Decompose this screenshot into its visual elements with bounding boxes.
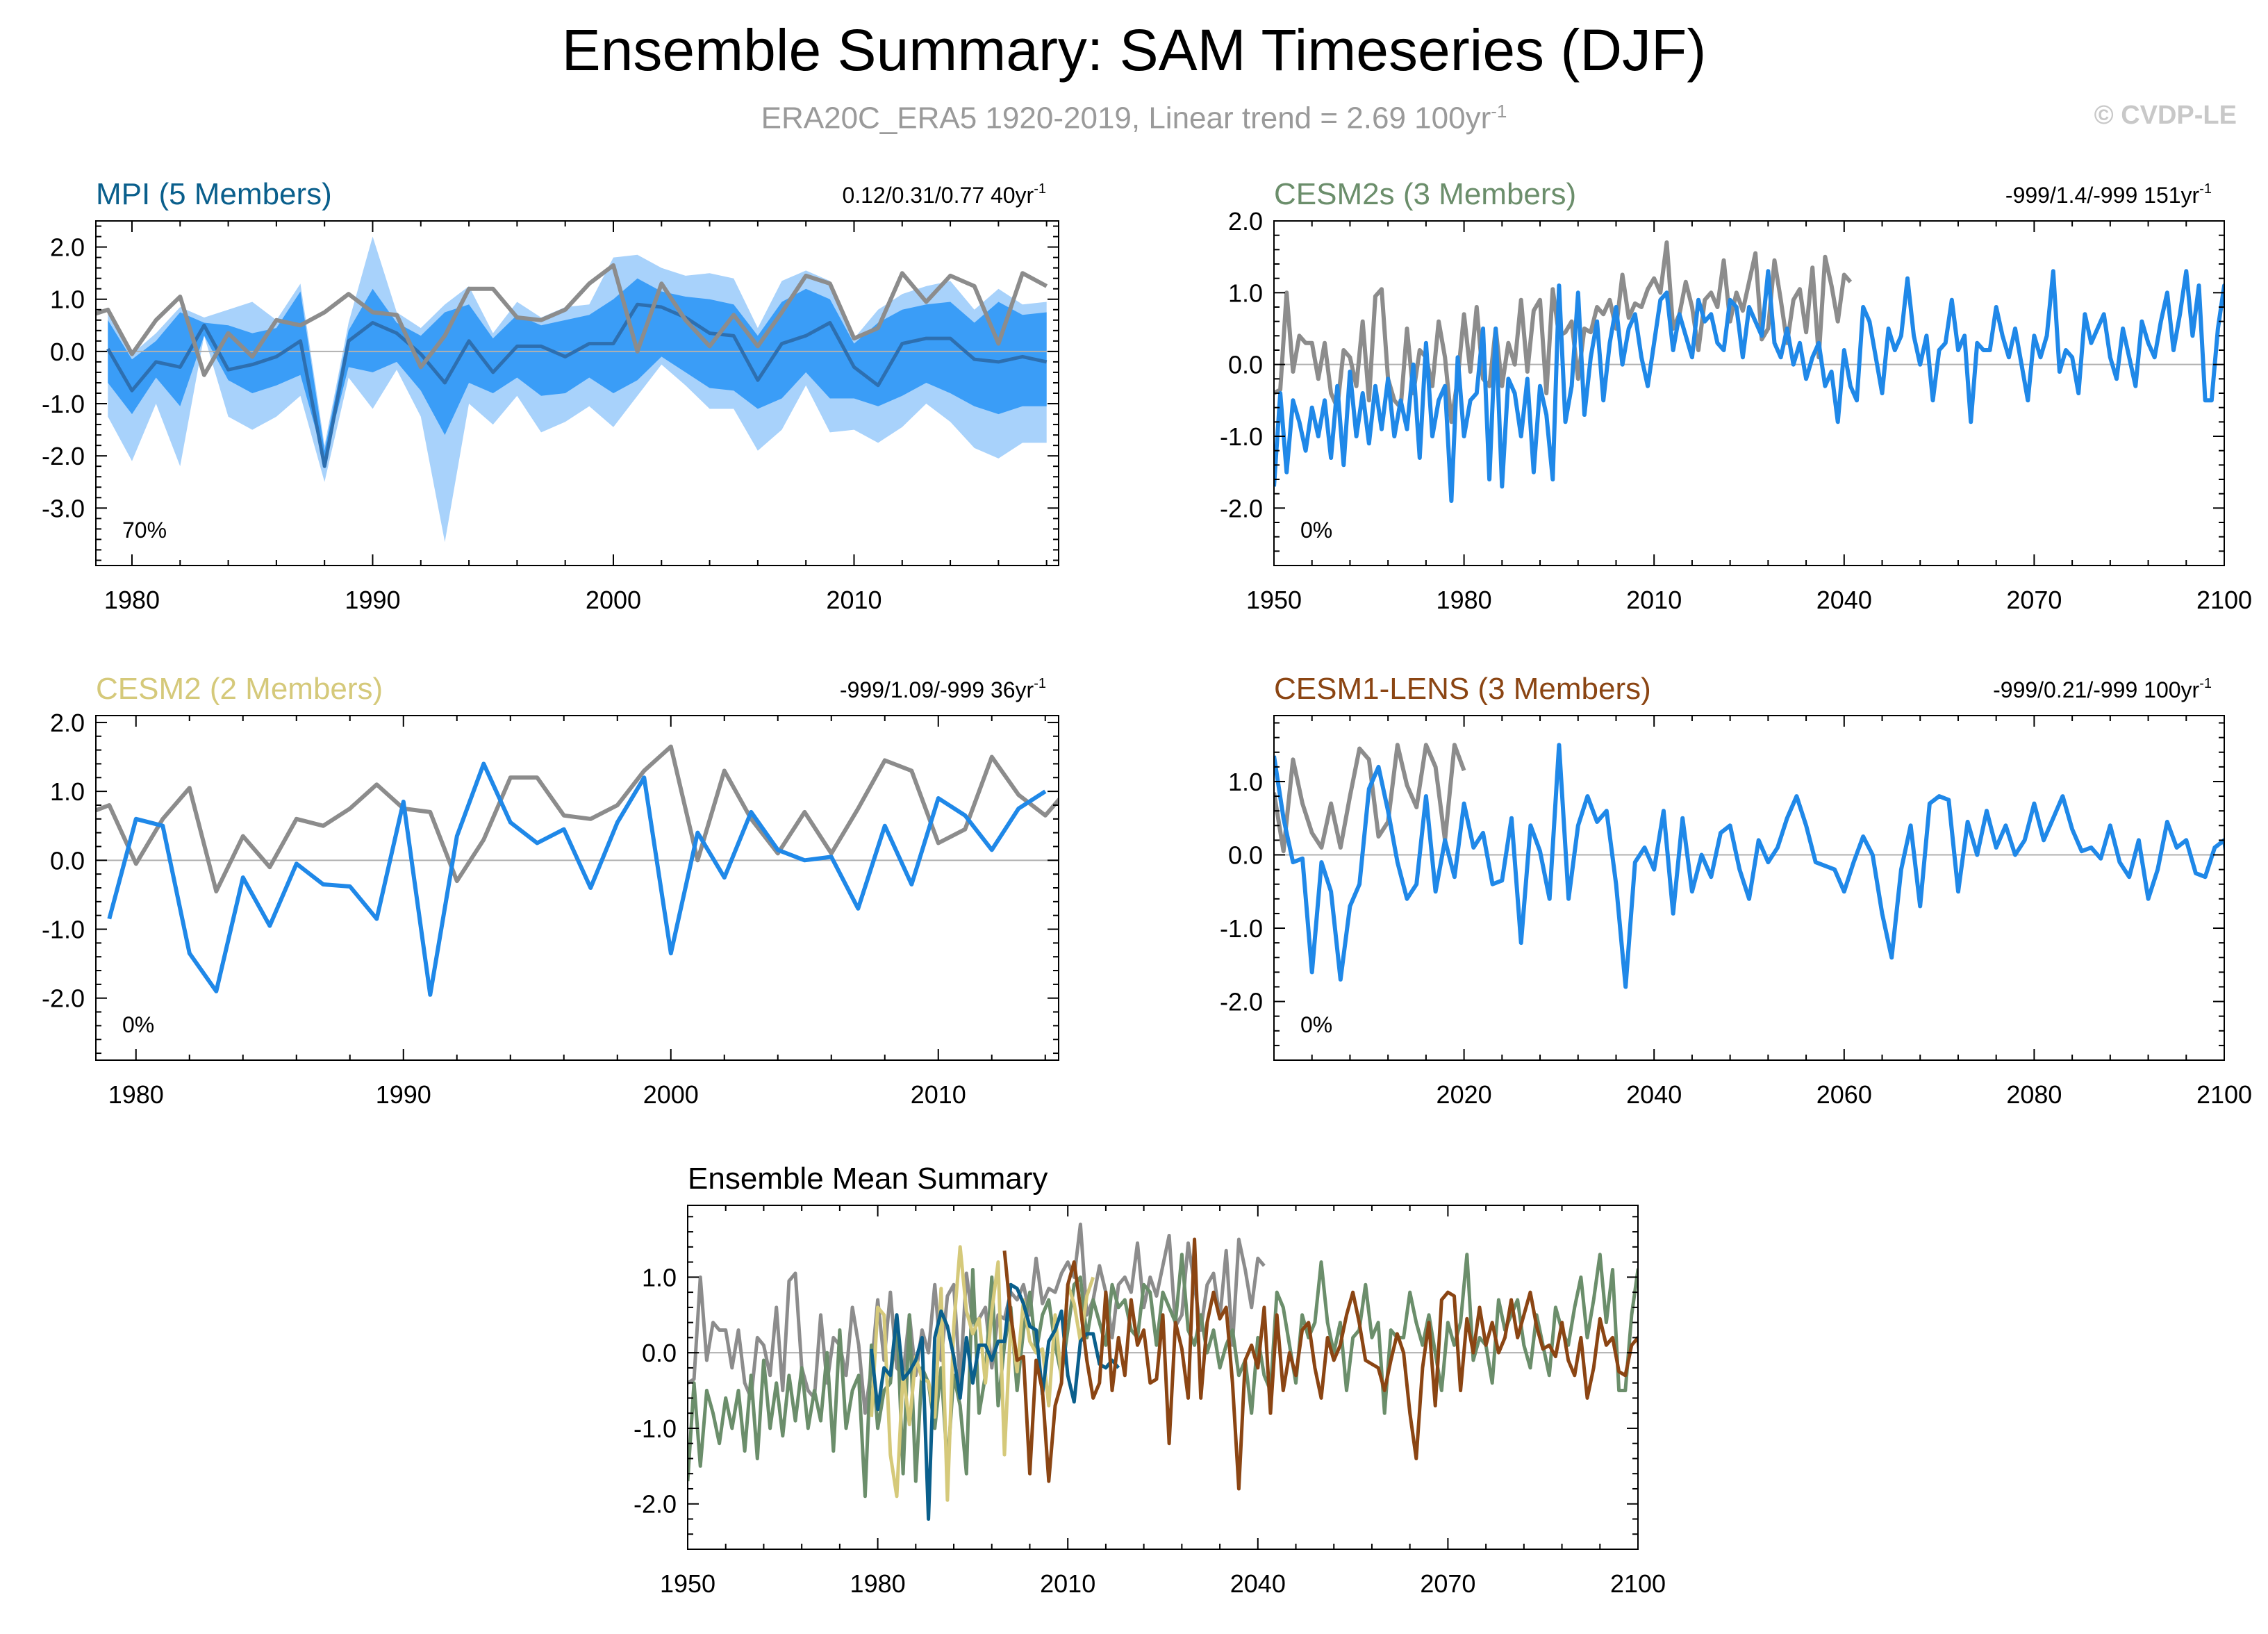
percent-label: 0% [1300, 518, 1332, 543]
y-tick-label: 2.0 [1228, 207, 1263, 236]
chart-stats: -999/1.09/-999 36yr-1 [840, 676, 1046, 702]
series-line-cesm1-lens [1002, 1237, 1638, 1491]
chart-stats-superscript: -1 [1034, 181, 1046, 197]
y-tick-label: -2.0 [1220, 494, 1263, 522]
series-line-observed [1274, 743, 1466, 854]
subtitle-text: ERA20C_ERA5 1920-2019, Linear trend = 2.… [761, 101, 1491, 135]
y-tick-label: 1.0 [1228, 279, 1263, 307]
ensemble-iqr-band [108, 278, 1047, 461]
x-tick-label: 2040 [1230, 1569, 1286, 1598]
x-tick-label: 2100 [1610, 1569, 1666, 1598]
x-tick-label: 2040 [1816, 586, 1872, 614]
x-tick-label: 2000 [586, 586, 641, 614]
x-tick-label: 2060 [1816, 1080, 1872, 1109]
plot-area [1274, 240, 2224, 503]
x-tick-label: 2020 [1437, 1080, 1492, 1109]
x-tick-label: 1950 [660, 1569, 715, 1598]
series-line-observed [96, 263, 1048, 377]
page-title: Ensemble Summary: SAM Timeseries (DJF) [561, 17, 1707, 83]
plot-area [96, 236, 1059, 543]
chart-cesm2s: 1950 1980 2010 2040 2070 2100 2.0 1.0 0.0 -1.0 -2.… [1220, 177, 2252, 614]
y-tick-label: -1.0 [634, 1414, 677, 1443]
chart-title: CESM1-LENS (3 Members) [1274, 672, 1651, 706]
series-line-cesm2s [1274, 269, 2224, 503]
x-tick-label: 2070 [1420, 1569, 1475, 1598]
y-tick-label: 0.0 [1228, 841, 1263, 870]
chart-stats-superscript: -1 [1034, 676, 1046, 691]
x-tick-label: 1980 [108, 1080, 164, 1109]
y-tick-label: -2.0 [634, 1490, 677, 1519]
plot-frame [1273, 715, 2225, 1061]
x-tick-label: 2080 [2006, 1080, 2062, 1109]
y-tick-label: -2.0 [42, 984, 85, 1013]
subtitle-superscript: -1 [1491, 101, 1507, 122]
x-tick-label: 2100 [2196, 586, 2252, 614]
y-tick-label: -2.0 [1220, 988, 1263, 1016]
x-tick-label: 2000 [643, 1080, 699, 1109]
y-tick-label: 0.0 [50, 338, 85, 366]
x-tick-label: 2100 [2196, 1080, 2252, 1109]
y-tick-label: 0.0 [642, 1339, 677, 1367]
x-tick-label: 1990 [345, 586, 400, 614]
y-tick-label: -2.0 [42, 442, 85, 470]
y-tick-label: 2.0 [50, 709, 85, 737]
x-tick-label: 1980 [104, 586, 160, 614]
x-tick-label: 2010 [826, 586, 881, 614]
chart-mpi: 1980 1990 2000 2010 2.0 1.0 0.0 -1.0 -2.0 -3.0 MPI… [42, 177, 1059, 614]
x-tick-label: 2070 [2006, 586, 2062, 614]
y-tick-label: -1.0 [42, 916, 85, 944]
y-tick-label: -1.0 [42, 390, 85, 418]
y-tick-label: -1.0 [1220, 422, 1263, 451]
chart-cesm2: 1980 1990 2000 2010 2.0 1.0 0.0 -1.0 -2.0 CESM2 (… [42, 672, 1059, 1109]
y-tick-label: 0.0 [50, 846, 85, 875]
chart-stats-superscript: -1 [2199, 676, 2212, 691]
y-tick-label: 1.0 [1228, 768, 1263, 796]
x-tick-label: 2040 [1626, 1080, 1682, 1109]
chart-ensemble_mean: 1950 1980 2010 2040 2070 2100 1.0 0.0 -1.0 -2.0 En… [634, 1162, 1666, 1598]
y-tick-label: 1.0 [642, 1263, 677, 1291]
x-tick-label: 2010 [1626, 586, 1682, 614]
x-tick-label: 2010 [911, 1080, 966, 1109]
chart-title: CESM2 (2 Members) [96, 672, 383, 706]
y-tick-label: -3.0 [42, 494, 85, 522]
chart-title: Ensemble Mean Summary [688, 1162, 1048, 1196]
y-tick-label: 2.0 [50, 233, 85, 262]
chart-cesm1: 2020 2040 2060 2080 2100 1.0 0.0 -1.0 -2.0 CESM1-… [1220, 672, 2252, 1109]
plot-frame [687, 1205, 1639, 1550]
series-line-ensemble-mean [106, 302, 1048, 468]
percent-label: 0% [122, 1012, 154, 1037]
percent-label: 70% [122, 518, 167, 543]
x-tick-label: 1990 [376, 1080, 431, 1109]
plot-area [1274, 743, 2224, 989]
copyright: © CVDP-LE [2094, 101, 2237, 130]
percent-label: 0% [1300, 1012, 1332, 1037]
series-line-mpi [870, 1282, 1120, 1521]
x-tick-label: 1980 [1437, 586, 1492, 614]
series-line-cesm2 [107, 761, 1047, 997]
y-tick-label: 0.0 [1228, 351, 1263, 379]
chart-stats: -999/0.21/-999 100yr-1 [1993, 676, 2212, 702]
y-tick-label: 1.0 [50, 777, 85, 806]
plot-area [688, 1222, 1638, 1521]
x-tick-label: 2010 [1040, 1569, 1095, 1598]
subtitle: ERA20C_ERA5 1920-2019, Linear trend = 2.… [0, 92, 2268, 138]
y-tick-label: -1.0 [1220, 914, 1263, 943]
series-line-observed [96, 744, 1059, 893]
chart-stats: 0.12/0.31/0.77 40yr-1 [842, 181, 1046, 208]
series-line-cesm1-lens [1274, 743, 2224, 989]
x-tick-label: 1950 [1246, 586, 1302, 614]
chart-title: CESM2s (3 Members) [1274, 177, 1576, 211]
plot-area [96, 744, 1059, 997]
chart-title: MPI (5 Members) [96, 177, 332, 211]
chart-stats: -999/1.4/-999 151yr-1 [2005, 181, 2212, 208]
x-tick-label: 1980 [850, 1569, 906, 1598]
y-tick-label: 1.0 [50, 286, 85, 314]
series-line-cesm2s [688, 1253, 1638, 1499]
chart-stats-superscript: -1 [2199, 181, 2212, 197]
